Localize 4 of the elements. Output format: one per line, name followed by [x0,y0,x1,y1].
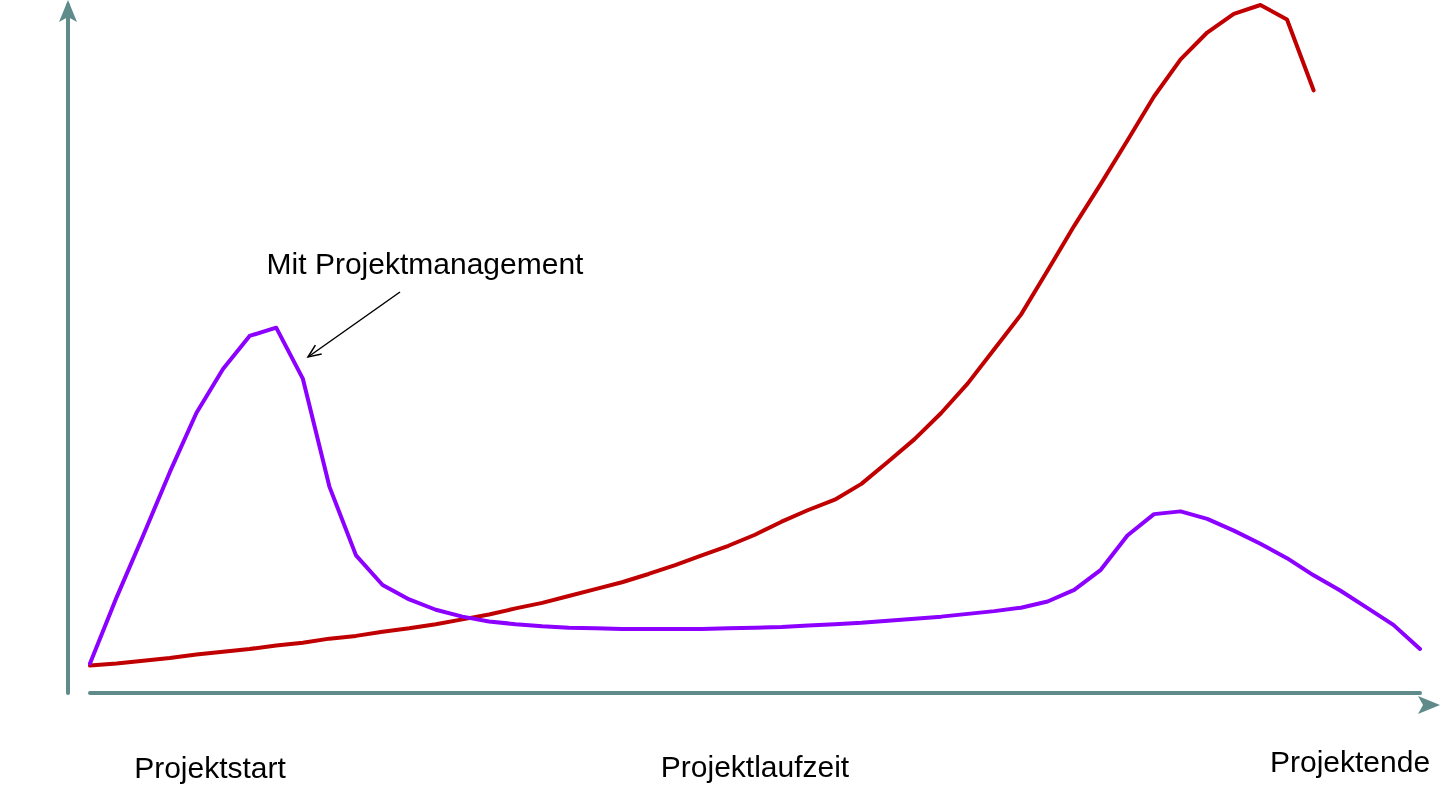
text: Projektende [1269,744,1431,778]
text: Projektstart [134,750,287,784]
x-axis-title: Projektlaufzeit [660,749,850,783]
annotation: Mit Projektmanagement [266,246,585,280]
